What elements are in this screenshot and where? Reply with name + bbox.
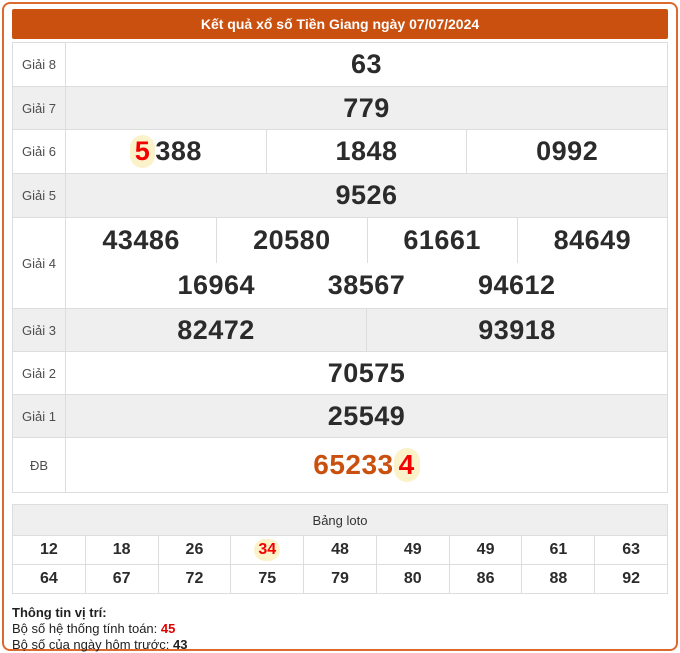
position-info: Thông tin vị trí: Bộ số hệ thống tính to… [12, 605, 668, 653]
loto-cell: 75 [230, 565, 303, 593]
prize-label: Giải 4 [13, 218, 66, 308]
loto-cell: 12 [39, 541, 58, 558]
loto-cell-highlighted: 34 [230, 536, 303, 564]
loto-cell: 64 [39, 570, 58, 587]
loto-title: Bảng loto [13, 505, 667, 536]
prize-value: 70575 [327, 357, 406, 388]
prize-value: 61661 [403, 225, 481, 255]
prize-label: Giải 3 [13, 309, 66, 351]
loto-cell: 18 [84, 536, 158, 564]
prize-row-g8: Giải 8 63 [13, 43, 667, 87]
loto-cell: 86 [448, 565, 522, 593]
prize-row-g6: Giải 6 5 388 1848 0992 [13, 130, 667, 174]
loto-cell: 26 [157, 536, 231, 564]
prize-label: Giải 8 [13, 43, 66, 86]
previous-number-value: 43 [173, 637, 188, 652]
loto-cell: 79 [303, 565, 376, 593]
loto-cell: 92 [594, 565, 667, 593]
prize-value: 38567 [327, 270, 406, 300]
loto-cell: 80 [375, 565, 449, 593]
prize-value: 779 [343, 92, 390, 123]
loto-row-1: 12 18 26 34 48 49 49 61 63 [13, 536, 667, 564]
prize-row-g2: Giải 2 70575 [13, 352, 667, 395]
prize-value: 25549 [327, 400, 406, 431]
prize-label: Giải 5 [13, 174, 66, 217]
jackpot-value: 65233 4 [313, 448, 420, 482]
loto-cell: 88 [521, 565, 594, 593]
prize-value: 9526 [335, 180, 398, 210]
loto-cell: 49 [375, 536, 449, 564]
prize-row-db: ĐB 65233 4 [13, 438, 667, 492]
page-title: Kết quả xổ số Tiền Giang ngày 07/07/2024 [12, 9, 668, 39]
prize-label: Giải 1 [13, 395, 66, 437]
prize-value: 5 388 [129, 135, 202, 168]
system-number-line: Bộ số hệ thống tính toán: 45 [12, 621, 176, 636]
prize-label: Giải 2 [13, 352, 66, 394]
highlighted-digit: 4 [393, 448, 420, 482]
prize-label: ĐB [13, 438, 66, 492]
prize-value: 0992 [536, 136, 599, 166]
loto-cell: 67 [84, 565, 158, 593]
loto-row-2: 64 67 72 75 79 80 86 88 92 [13, 564, 667, 593]
prize-row-g3: Giải 3 82472 93918 [13, 309, 667, 352]
prize-label: Giải 7 [13, 87, 66, 129]
loto-cell: 48 [303, 536, 376, 564]
loto-cell: 63 [594, 536, 667, 564]
prize-row-g7: Giải 7 779 [13, 87, 667, 130]
loto-cell: 61 [521, 536, 594, 564]
prize-value: 1848 [335, 136, 398, 166]
system-number-value: 45 [160, 621, 176, 636]
prize-value: 16964 [177, 270, 256, 300]
prize-row-g1: Giải 1 25549 [13, 395, 667, 438]
info-title: Thông tin vị trí: [12, 605, 107, 620]
prize-row-g5: Giải 5 9526 [13, 174, 667, 218]
highlighted-digit: 5 [129, 135, 156, 168]
prize-table: Giải 8 63 Giải 7 779 Giải 6 5 388 1848 09… [12, 42, 668, 493]
prize-value: 84649 [553, 225, 632, 255]
prize-value: 20580 [253, 225, 331, 255]
loto-table: Bảng loto 12 18 26 34 48 49 49 61 63 64 … [12, 504, 668, 594]
prize-value: 93918 [478, 314, 556, 345]
prize-value: 43486 [102, 225, 180, 255]
loto-cell: 72 [157, 565, 231, 593]
loto-cell: 49 [448, 536, 522, 564]
prize-value: 94612 [477, 270, 556, 300]
prize-value: 82472 [177, 314, 255, 345]
prize-label: Giải 6 [13, 130, 66, 173]
prize-value: 63 [350, 49, 383, 79]
previous-number-line: Bộ số của ngày hôm trước: 43 [12, 637, 188, 652]
prize-row-g4: Giải 4 43486 20580 61661 84649 16964 385… [13, 218, 667, 309]
highlighted-number: 34 [254, 539, 281, 561]
